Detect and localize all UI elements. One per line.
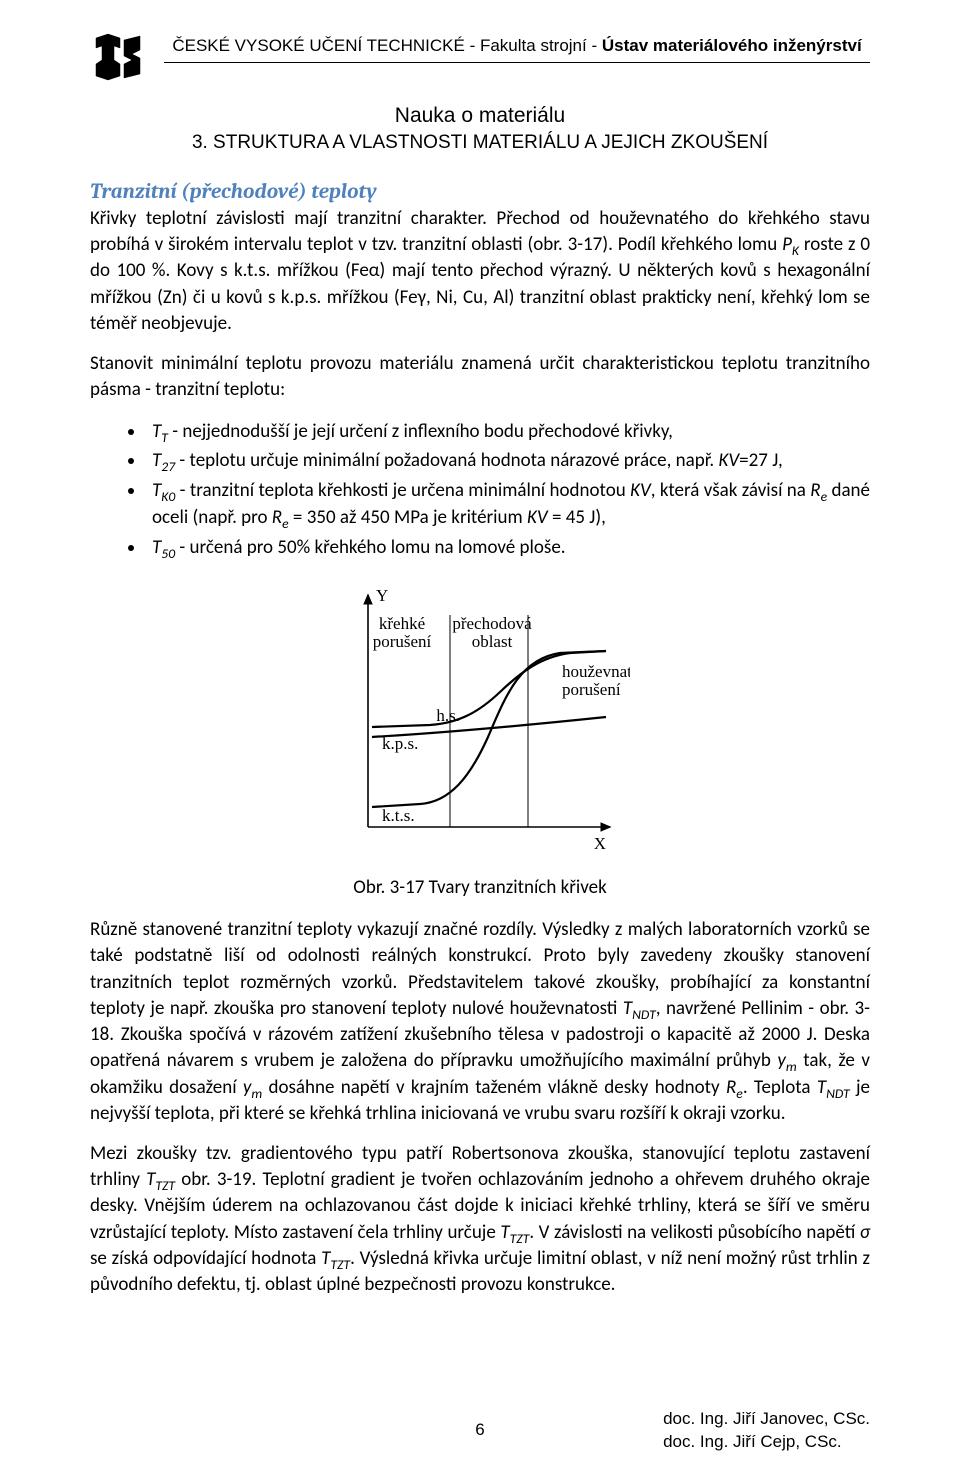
svg-text:křehké: křehké <box>379 614 425 633</box>
symbol: T50 <box>152 536 175 559</box>
svg-text:porušení: porušení <box>562 680 621 699</box>
svg-text:Y: Y <box>376 586 388 605</box>
text: . V závislosti na velikosti působícího n… <box>529 1221 860 1244</box>
svg-text:porušení: porušení <box>373 632 432 651</box>
symbol: ym <box>777 1049 796 1072</box>
paragraph-3: Různě stanovené tranzitní teploty vykazu… <box>90 917 870 1127</box>
figure-3-17: YXkřehképorušenípřechodováoblasthouževna… <box>90 577 870 872</box>
svg-text:X: X <box>594 834 606 853</box>
list-item: T50 - určená pro 50% křehkého lomu na lo… <box>146 534 870 562</box>
svg-text:oblast: oblast <box>472 632 513 651</box>
chapter-title: 3. STRUKTURA A VLASTNOSTI MATERIÁLU A JE… <box>90 132 870 154</box>
text: , která však závisí na <box>651 479 811 502</box>
symbol: TK0 <box>152 479 175 502</box>
symbol: ym <box>243 1076 262 1099</box>
list-item: TK0 - tranzitní teplota křehkosti je urč… <box>146 477 870 532</box>
list-item: TT - nejjednodušší je její určení z infl… <box>146 418 870 446</box>
text: . Teplota <box>743 1076 817 1099</box>
svg-text:přechodová: přechodová <box>452 614 532 633</box>
text: - určená pro 50% křehkého lomu na lomové… <box>175 536 565 559</box>
symbol: PK <box>782 233 799 256</box>
text: - nejjednodušší je její určení z inflexn… <box>168 420 673 443</box>
paragraph-4: Mezi zkoušky tzv. gradientového typu pat… <box>90 1141 870 1298</box>
text: =27 J, <box>739 449 783 472</box>
text: se získá odpovídající hodnota <box>90 1247 321 1270</box>
svg-text:houževnaté: houževnaté <box>562 662 630 681</box>
svg-text:h.s.: h.s. <box>436 706 460 725</box>
symbol: KV <box>630 479 651 502</box>
transition-curves-chart: YXkřehképorušenípřechodováoblasthouževna… <box>330 577 630 867</box>
symbol: TTZT <box>321 1247 350 1270</box>
symbol: Re <box>810 479 827 502</box>
paragraph-1: Křivky teplotní závislosti mají tranzitn… <box>90 206 870 337</box>
svg-text:k.p.s.: k.p.s. <box>382 734 418 753</box>
page-header: ČESKÉ VYSOKÉ UČENÍ TECHNICKÉ - Fakulta s… <box>90 30 870 86</box>
institution-name: ČESKÉ VYSOKÉ UČENÍ TECHNICKÉ - Fakulta s… <box>172 36 602 55</box>
figure-caption: Obr. 3-17 Tvary tranzitních křivek <box>90 876 870 899</box>
symbol: Re <box>272 506 289 529</box>
paragraph-2: Stanovit minimální teplotu provozu mater… <box>90 351 870 403</box>
text: - tranzitní teplota křehkosti je určena … <box>175 479 630 502</box>
symbol: TT <box>152 420 168 443</box>
university-logo <box>90 30 146 86</box>
symbol: TTZT <box>146 1168 175 1191</box>
symbol: Re <box>726 1076 743 1099</box>
text: = 45 J), <box>548 506 606 529</box>
text: Křivky teplotní závislosti mají tranzitn… <box>90 207 870 256</box>
subject-title: Nauka o materiálu <box>90 104 870 128</box>
symbol: T27 <box>152 449 175 472</box>
symbol: KV <box>719 449 740 472</box>
header-institution: ČESKÉ VYSOKÉ UČENÍ TECHNICKÉ - Fakulta s… <box>164 36 870 63</box>
list-item: T27 - teplotu určuje minimální požadovan… <box>146 447 870 475</box>
text: = 350 až 450 MPa je kritérium <box>289 506 527 529</box>
svg-text:k.t.s.: k.t.s. <box>382 806 415 825</box>
authors: doc. Ing. Jiří Janovec, CSc. doc. Ing. J… <box>663 1408 870 1454</box>
symbol: TNDT <box>623 997 656 1020</box>
author-1: doc. Ing. Jiří Janovec, CSc. <box>663 1408 870 1431</box>
symbol: TNDT <box>817 1076 850 1099</box>
text: dosáhne napětí v krajním taženém vlákně … <box>262 1076 726 1099</box>
page-number: 6 <box>475 1420 484 1440</box>
author-2: doc. Ing. Jiří Cejp, CSc. <box>663 1431 870 1454</box>
symbol: KV <box>527 506 548 529</box>
bullet-list: TT - nejjednodušší je její určení z infl… <box>90 418 870 562</box>
page: ČESKÉ VYSOKÉ UČENÍ TECHNICKÉ - Fakulta s… <box>0 0 960 1484</box>
section-heading: Tranzitní (přechodové) teploty <box>90 180 870 204</box>
text: - teplotu určuje minimální požadovaná ho… <box>175 449 718 472</box>
symbol: σ <box>860 1221 870 1244</box>
symbol: TTZT <box>500 1221 529 1244</box>
department-name: Ústav materiálového inženýrství <box>602 36 862 55</box>
